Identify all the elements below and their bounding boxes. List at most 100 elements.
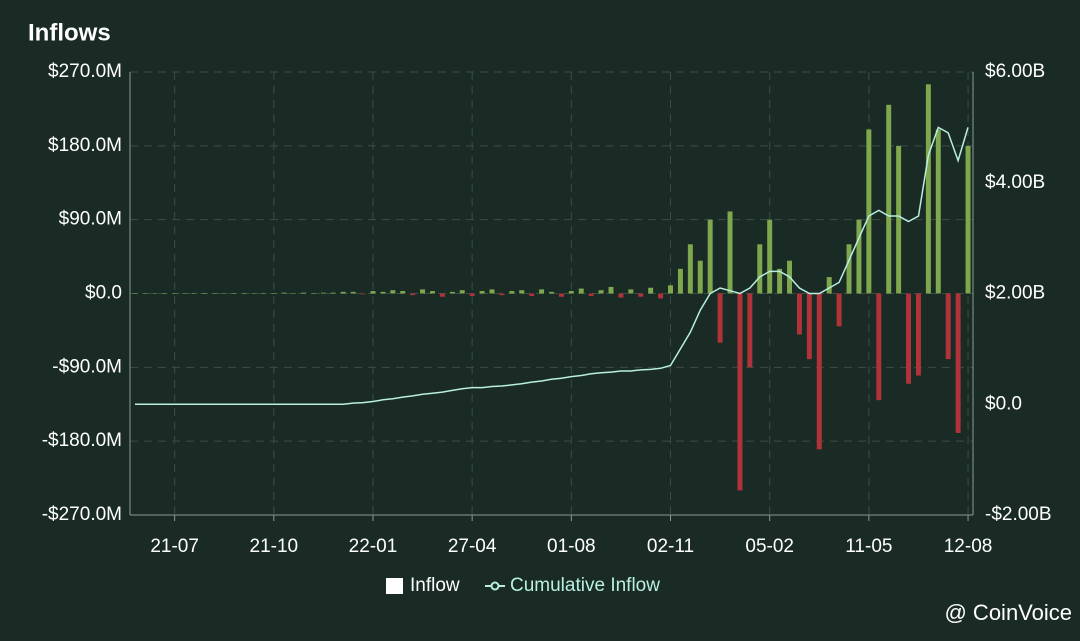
bar [430,291,435,294]
bar [608,286,614,294]
bar [836,293,842,327]
x-tick-label: 05-02 [745,536,794,557]
y-tick-label: $270.0M [48,61,122,82]
bar [360,293,366,295]
bar [519,290,525,294]
bar [529,293,535,296]
legend-label: Cumulative Inflow [510,575,660,596]
bar [588,293,594,296]
bar [866,129,872,294]
bar [499,293,505,296]
bar [628,289,634,294]
y2-tick-label: -$2.00B [985,504,1052,525]
bar [380,291,386,294]
bar [291,293,297,294]
bar [687,244,693,294]
bar [182,293,188,294]
y2-tick-label: $0.0 [985,393,1022,414]
bar [955,293,961,433]
bar [806,293,812,360]
bar [816,293,822,450]
bar [271,293,277,294]
bar [945,293,951,360]
x-tick-label: 21-10 [250,536,299,557]
x-tick-label: 01-08 [547,536,596,557]
bar [142,293,148,294]
bar [469,293,475,296]
bar [449,291,455,294]
x-tick-label: 22-01 [349,536,398,557]
y-tick-label: -$90.0M [52,356,122,377]
bar [509,291,515,294]
bar [320,292,326,294]
bar [757,244,763,294]
y-tick-label: $180.0M [48,135,122,156]
bar [301,292,307,294]
bar [618,293,624,298]
chart-title: Inflows [28,19,111,46]
bar [578,288,584,294]
bar [221,293,227,294]
bar [410,293,416,296]
bar [172,293,178,294]
bar [340,291,346,294]
bar [390,290,396,294]
bar [479,291,485,294]
y-tick-label: -$270.0M [42,504,122,525]
bar [727,211,733,294]
bar [539,289,545,294]
legend-swatch [386,578,403,594]
bar [211,293,217,294]
bar [330,292,336,294]
bar [400,291,406,294]
bar [459,290,465,294]
x-tick-label: 02-11 [647,536,694,557]
y2-tick-label: $6.00B [985,61,1045,82]
bar [737,293,743,491]
legend-label: Inflow [410,575,460,596]
bar [767,219,773,294]
bar [906,293,912,384]
bar [191,293,197,294]
bar [638,293,644,297]
bar [668,285,673,294]
y2-tick-label: $4.00B [985,172,1045,193]
watermark: @ CoinVoice [944,600,1072,625]
bar [697,260,703,294]
bar [648,287,654,294]
bar [717,293,723,343]
x-tick-label: 21-07 [150,536,199,557]
bar [489,289,495,294]
y2-tick-label: $2.00B [985,283,1045,304]
bar [241,293,247,294]
bar [568,291,574,294]
bar [747,293,753,368]
bar [876,293,882,401]
bar [558,293,564,297]
bar [856,219,862,294]
bar [707,219,713,294]
y-tick-label: $90.0M [59,209,122,230]
bar [677,268,683,294]
line [135,126,969,406]
bar [162,293,168,294]
bar [439,293,445,297]
bar [201,293,207,294]
bar [251,293,257,294]
x-tick-label: 27-04 [448,536,497,557]
bar [896,145,902,294]
bar [925,84,931,294]
bar [310,293,316,294]
bar [350,291,356,294]
bar [261,293,267,294]
bar [132,293,138,294]
x-tick-label: 12-08 [944,536,993,557]
x-tick-label: 11-05 [845,536,892,557]
bar [777,268,783,294]
legend-swatch [490,581,500,591]
bar [370,291,376,294]
bar [935,129,941,294]
bar [658,293,664,299]
bar [965,145,971,294]
